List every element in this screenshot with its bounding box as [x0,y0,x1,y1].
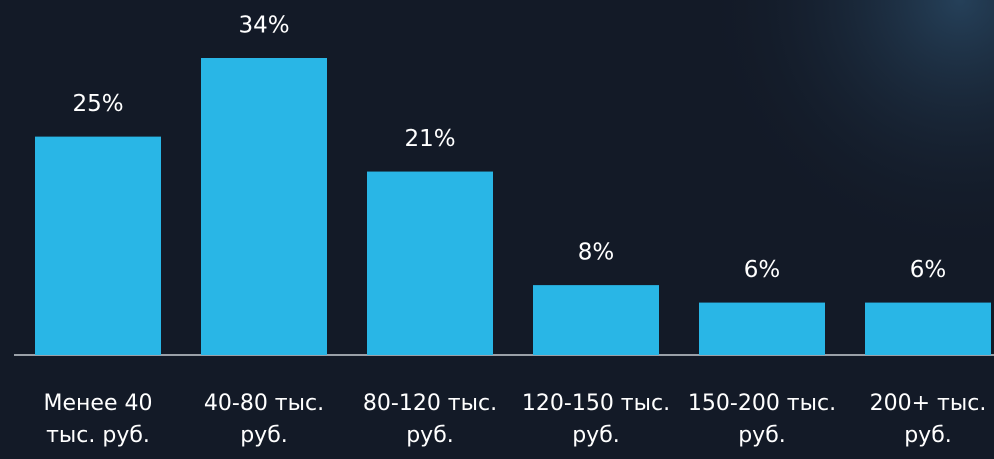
value-label: 6% [910,257,947,283]
value-label: 34% [238,13,289,39]
bar [699,302,825,355]
bar [367,171,493,355]
value-label: 8% [578,240,615,266]
x-tick-label: 40-80 тыс. руб. [203,391,325,448]
bar [533,285,659,355]
value-label: 21% [404,126,455,152]
x-tick-label: 80-120 тыс. руб. [362,391,498,448]
x-tick-label: Менее 40 тыс. руб. [43,391,153,448]
value-label: 6% [744,257,781,283]
value-label: 25% [72,91,123,117]
x-tick-label: 120-150 тыс. руб. [521,391,671,448]
x-tick-label: 150-200 тыс. руб. [687,391,837,448]
x-tick-label: 200+ тыс. руб. [869,391,987,448]
bar [35,136,161,355]
bar [865,302,991,355]
bar [201,58,327,355]
